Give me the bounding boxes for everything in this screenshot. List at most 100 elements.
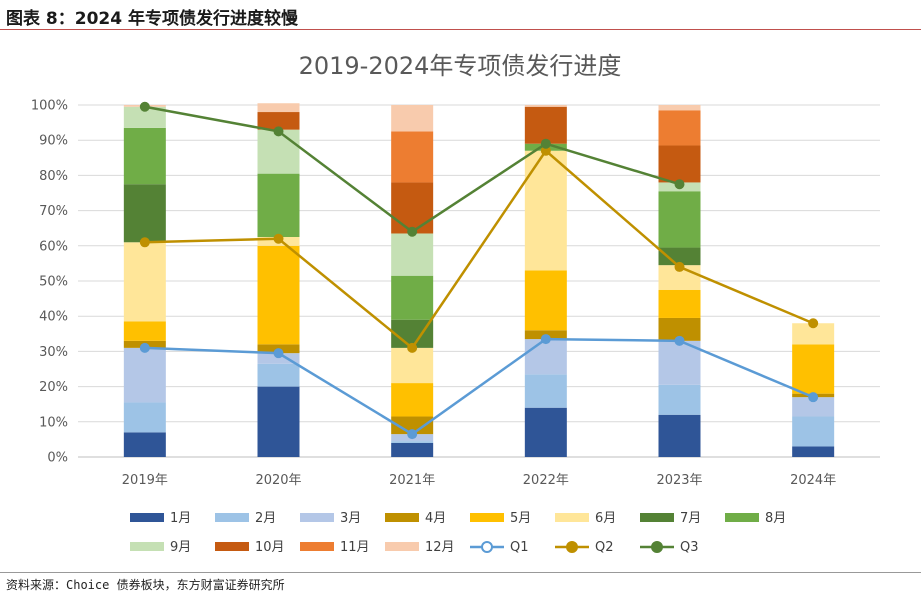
y-tick-label: 100% bbox=[31, 99, 68, 114]
bar-segment bbox=[658, 145, 701, 183]
legend-label: Q1 bbox=[510, 540, 529, 555]
footer-divider bbox=[0, 572, 921, 573]
bar-segment bbox=[658, 105, 701, 111]
bar-segment bbox=[792, 446, 835, 457]
y-tick-label: 80% bbox=[39, 169, 68, 184]
series-line bbox=[144, 148, 814, 350]
legend-marker bbox=[651, 541, 663, 553]
line-point bbox=[674, 261, 685, 272]
line-point bbox=[674, 335, 685, 346]
bar-segment bbox=[123, 242, 166, 322]
y-tick-label: 50% bbox=[39, 275, 68, 290]
y-tick-label: 20% bbox=[39, 380, 68, 395]
line-point bbox=[407, 429, 418, 440]
legend-marker bbox=[481, 541, 493, 553]
bar-segment bbox=[257, 386, 300, 457]
line-point bbox=[273, 233, 284, 244]
legend-label: 5月 bbox=[510, 511, 531, 526]
grid-lines bbox=[78, 104, 880, 458]
bar-segment bbox=[391, 416, 434, 435]
line-point bbox=[540, 138, 551, 149]
legend-swatch bbox=[385, 513, 419, 522]
x-axis-ticks: 2019年 2020年 2021年 2022年 2023年 2024年 bbox=[122, 473, 836, 488]
bar-segment bbox=[524, 374, 567, 408]
bar-segment bbox=[524, 270, 567, 331]
line-point bbox=[808, 318, 819, 329]
bar-segment bbox=[658, 247, 701, 266]
line-point bbox=[674, 179, 685, 190]
bar-segment bbox=[658, 384, 701, 415]
bar-segment bbox=[524, 150, 567, 271]
legend-swatch bbox=[300, 542, 334, 551]
y-tick-label: 70% bbox=[39, 204, 68, 219]
y-tick-label: 60% bbox=[39, 239, 68, 254]
bar-segment bbox=[391, 383, 434, 417]
line-point bbox=[273, 348, 284, 359]
line-series bbox=[139, 101, 819, 440]
legend-label: 11月 bbox=[340, 540, 370, 555]
chart-title: 2019-2024年专项债发行进度 bbox=[299, 52, 622, 80]
bar-segment bbox=[792, 397, 835, 417]
bar-segment bbox=[658, 414, 701, 457]
bar-segment bbox=[257, 112, 300, 130]
line-point bbox=[540, 145, 551, 156]
bar-segment bbox=[123, 347, 166, 403]
x-tick-label: 2023年 bbox=[656, 473, 702, 488]
y-tick-label: 10% bbox=[39, 415, 68, 430]
bar-segment bbox=[123, 106, 166, 128]
bar-segment bbox=[391, 275, 434, 320]
line-point bbox=[407, 226, 418, 237]
bar-segment bbox=[391, 442, 434, 457]
legend-label: 1月 bbox=[170, 511, 191, 526]
chart: 2019-2024年专项债发行进度 0% 10% 20% 30% 40% 50% 60% 70… bbox=[31, 52, 880, 555]
bar-segment bbox=[257, 103, 300, 113]
legend-label: 9月 bbox=[170, 540, 191, 555]
bar-segment bbox=[658, 110, 701, 146]
line-point bbox=[407, 342, 418, 353]
bar-segment bbox=[391, 233, 434, 276]
bar-segment bbox=[524, 339, 567, 375]
bar-segment bbox=[391, 347, 434, 384]
bar-segment bbox=[792, 323, 835, 345]
legend-label: 3月 bbox=[340, 511, 361, 526]
bar-segment bbox=[391, 131, 434, 183]
bar-segment bbox=[792, 344, 835, 394]
y-tick-label: 90% bbox=[39, 134, 68, 149]
legend-label: 10月 bbox=[255, 540, 285, 555]
legend-swatch bbox=[385, 542, 419, 551]
legend-swatch bbox=[130, 542, 164, 551]
bar-segment bbox=[524, 105, 567, 107]
legend-label: 4月 bbox=[425, 511, 446, 526]
bar-segment bbox=[257, 129, 300, 174]
bar-segment bbox=[257, 245, 300, 345]
bar-segment bbox=[658, 317, 701, 341]
legend-swatch bbox=[470, 513, 504, 522]
line-point bbox=[540, 334, 551, 345]
legend-label: 7月 bbox=[680, 511, 701, 526]
x-tick-label: 2019年 bbox=[122, 473, 168, 488]
bar-segment bbox=[658, 289, 701, 318]
legend-label: 2月 bbox=[255, 511, 276, 526]
bar-segment bbox=[123, 432, 166, 457]
bar-segment bbox=[391, 182, 434, 234]
bar-segment bbox=[257, 173, 300, 237]
y-tick-label: 0% bbox=[47, 451, 68, 466]
bar-segment bbox=[658, 340, 701, 385]
bar-segment bbox=[391, 441, 434, 443]
legend-label: 8月 bbox=[765, 511, 786, 526]
bar-segment bbox=[792, 416, 835, 447]
legend-label: Q2 bbox=[595, 540, 614, 555]
legend-swatch bbox=[215, 513, 249, 522]
bar-segment bbox=[123, 321, 166, 341]
bar-segment bbox=[123, 127, 166, 185]
x-tick-label: 2022年 bbox=[523, 473, 569, 488]
x-tick-label: 2020年 bbox=[255, 473, 301, 488]
y-tick-label: 40% bbox=[39, 310, 68, 325]
legend-label: Q3 bbox=[680, 540, 699, 555]
bar-segment bbox=[257, 363, 300, 387]
y-axis-ticks: 0% 10% 20% 30% 40% 50% 60% 70% 80% 90% 100% bbox=[31, 99, 68, 466]
legend-swatch bbox=[300, 513, 334, 522]
bar-series bbox=[123, 103, 835, 457]
legend-swatch bbox=[555, 513, 589, 522]
figure-title: 图表 8：2024 年专项债发行进度较慢 bbox=[6, 9, 298, 29]
